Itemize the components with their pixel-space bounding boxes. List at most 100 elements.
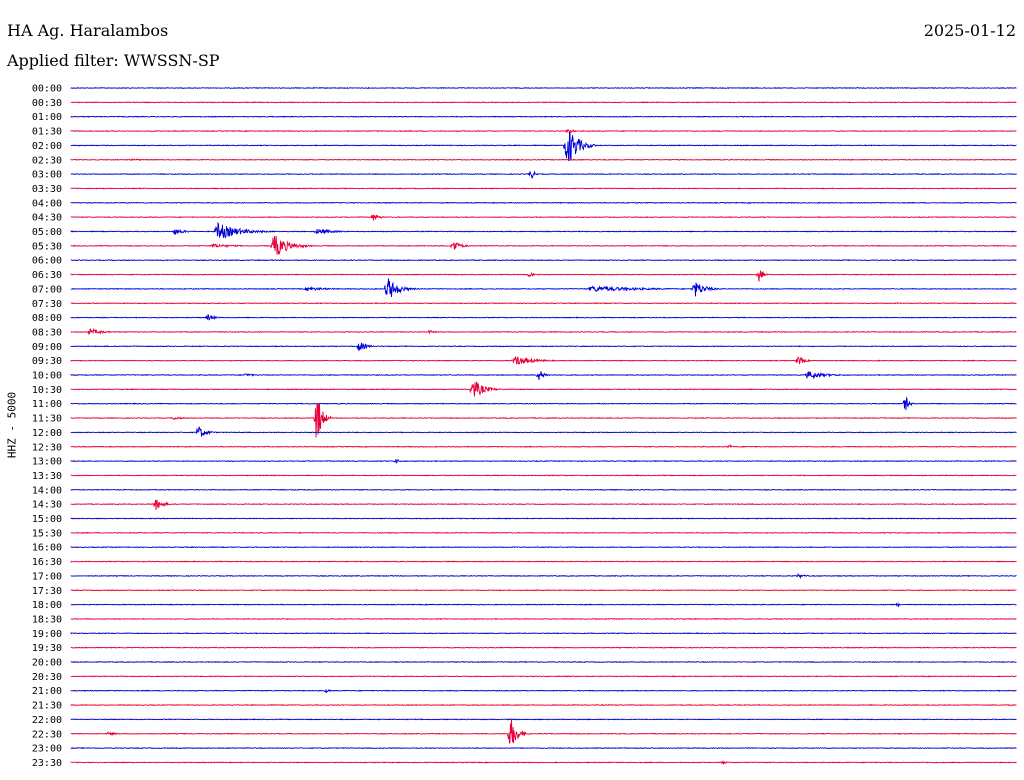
trace-1630: [70, 560, 1017, 564]
time-label: 04:00: [32, 198, 62, 209]
time-label: 14:30: [32, 500, 62, 511]
trace-1500: [70, 517, 1017, 520]
time-label: 22:30: [32, 729, 62, 740]
time-label: 20:00: [32, 658, 62, 669]
trace-2330: [70, 760, 1017, 765]
time-label: 15:00: [32, 514, 62, 525]
time-label: 01:00: [32, 112, 62, 123]
trace-0200: [70, 132, 1017, 162]
trace-1830: [70, 617, 1017, 621]
trace-0230: [70, 158, 1017, 162]
trace-0400: [70, 201, 1017, 204]
trace-1600: [70, 546, 1017, 549]
trace-2230: [70, 718, 1017, 744]
trace-0130: [70, 128, 1017, 136]
time-label: 08:30: [32, 327, 62, 338]
trace-0800: [70, 314, 1017, 321]
trace-0730: [70, 302, 1017, 305]
trace-1430: [70, 499, 1017, 511]
time-label: 23:30: [32, 758, 62, 769]
trace-0600: [70, 259, 1017, 262]
filter-label: Applied filter: WWSSN-SP: [7, 51, 220, 70]
time-label: 14:00: [32, 485, 62, 496]
time-label: 17:30: [32, 586, 62, 597]
time-label: 17:00: [32, 571, 62, 582]
time-label: 10:00: [32, 371, 62, 382]
trace-1530: [70, 531, 1017, 534]
trace-2200: [70, 718, 1017, 721]
trace-0030: [70, 101, 1017, 104]
time-label: 07:30: [32, 299, 62, 310]
trace-2130: [70, 703, 1017, 707]
trace-1000: [70, 371, 1017, 381]
time-label: 21:00: [32, 686, 62, 697]
trace-1330: [70, 474, 1017, 477]
trace-1400: [70, 488, 1017, 491]
time-label: 11:00: [32, 399, 62, 410]
trace-2030: [70, 675, 1017, 678]
trace-0300: [70, 170, 1017, 179]
trace-0000: [70, 86, 1017, 90]
trace-0630: [70, 270, 1017, 282]
time-label: 00:00: [32, 84, 62, 95]
time-label: 04:30: [32, 213, 62, 224]
time-label: 08:00: [32, 313, 62, 324]
trace-1900: [70, 631, 1017, 635]
time-label: 02:00: [32, 141, 62, 152]
trace-0430: [70, 214, 1017, 221]
trace-1200: [70, 426, 1017, 437]
time-label: 03:00: [32, 170, 62, 181]
time-label: 05:30: [32, 241, 62, 252]
trace-1300: [70, 458, 1017, 464]
time-label: 18:30: [32, 614, 62, 625]
time-label: 07:00: [32, 284, 62, 295]
time-label: 16:30: [32, 557, 62, 568]
record-date: 2025-01-12: [923, 21, 1016, 40]
time-label: 09:30: [32, 356, 62, 367]
time-label: 18:00: [32, 600, 62, 611]
trace-1100: [70, 396, 1017, 411]
time-label: 00:30: [32, 98, 62, 109]
time-label: 02:30: [32, 155, 62, 166]
station-title: HA Ag. Haralambos: [7, 21, 169, 40]
time-label: 15:30: [32, 528, 62, 539]
trace-0700: [70, 278, 1017, 298]
time-label: 01:30: [32, 127, 62, 138]
trace-1930: [70, 646, 1017, 649]
time-label: 06:00: [32, 256, 62, 267]
time-label: 22:00: [32, 715, 62, 726]
trace-1800: [70, 602, 1017, 608]
trace-2300: [70, 747, 1017, 750]
trace-1230: [70, 443, 1017, 449]
trace-0100: [70, 115, 1017, 118]
trace-1700: [70, 572, 1017, 580]
time-label: 21:30: [32, 701, 62, 712]
time-label: 11:30: [32, 414, 62, 425]
time-label: 03:30: [32, 184, 62, 195]
trace-0530: [70, 235, 1017, 255]
time-label: 05:00: [32, 227, 62, 238]
time-label: 23:00: [32, 744, 62, 755]
trace-0830: [70, 328, 1017, 336]
time-label: 06:30: [32, 270, 62, 281]
trace-1030: [70, 381, 1017, 397]
time-label: 12:30: [32, 442, 62, 453]
trace-0500: [70, 221, 1017, 239]
trace-0900: [70, 342, 1017, 352]
time-label: 09:00: [32, 342, 62, 353]
time-label: 19:30: [32, 643, 62, 654]
trace-2000: [70, 660, 1017, 664]
trace-2100: [70, 689, 1017, 694]
trace-1730: [70, 589, 1017, 592]
time-label: 19:00: [32, 629, 62, 640]
trace-0930: [70, 355, 1017, 365]
trace-0330: [70, 187, 1017, 190]
time-label: 13:30: [32, 471, 62, 482]
time-label: 20:30: [32, 672, 62, 683]
time-label: 12:00: [32, 428, 62, 439]
time-label: 10:30: [32, 385, 62, 396]
time-label: 16:00: [32, 543, 62, 554]
trace-1130: [70, 402, 1017, 438]
time-label: 13:00: [32, 457, 62, 468]
